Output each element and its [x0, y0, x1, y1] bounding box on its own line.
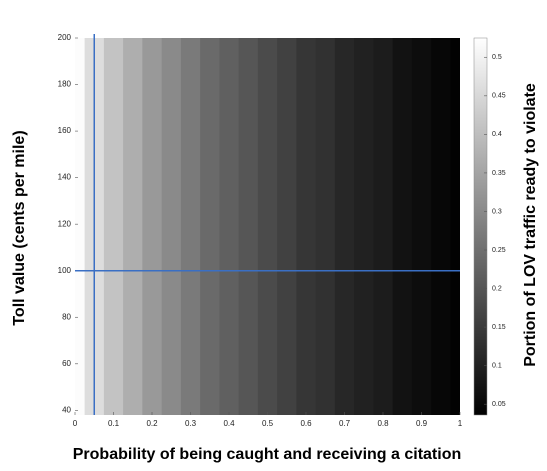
- colorbar: [473, 37, 488, 416]
- x-tick-label: 0.8: [377, 419, 389, 428]
- heat-cell: [238, 38, 259, 415]
- x-tick-label: 0: [73, 419, 78, 428]
- heat-cell: [450, 38, 460, 415]
- colorbar-tick-label: 0.3: [492, 208, 502, 215]
- x-axis-label: Probability of being caught and receivin…: [73, 446, 462, 463]
- x-tick-label: 0.4: [223, 419, 235, 428]
- x-tick-label: 0.6: [300, 419, 312, 428]
- heat-cell: [75, 38, 86, 415]
- y-tick-label: 140: [58, 173, 72, 182]
- y-tick-label: 180: [58, 80, 72, 89]
- x-tick-label: 0.9: [416, 419, 428, 428]
- colorbar-tick-label: 0.15: [492, 324, 506, 331]
- heat-cell: [354, 38, 374, 415]
- heat-cell: [200, 38, 220, 415]
- x-tick-label: 0.5: [262, 419, 274, 428]
- colorbar-tick-label: 0.35: [492, 170, 506, 177]
- x-tick-label: 0.2: [146, 419, 158, 428]
- colorbar-tick-label: 0.2: [492, 285, 502, 292]
- heat-cell: [123, 38, 143, 415]
- y-tick-label: 40: [62, 405, 71, 414]
- y-tick-label: 200: [58, 33, 72, 42]
- heatmap: [75, 38, 460, 415]
- x-tick-label: 0.1: [108, 419, 120, 428]
- heat-cell: [161, 38, 182, 415]
- heat-cell: [315, 38, 336, 415]
- heat-cell: [180, 38, 201, 415]
- y-axis-label: Toll value (cents per mile): [11, 130, 28, 325]
- colorbar-tick-label: 0.45: [492, 93, 506, 100]
- heat-cell: [411, 38, 432, 415]
- heat-cell: [373, 38, 394, 415]
- y-tick-label: 100: [58, 266, 72, 275]
- colorbar-tick-label: 0.25: [492, 247, 506, 254]
- heat-cell: [334, 38, 355, 415]
- x-tick-label: 0.7: [339, 419, 351, 428]
- x-tick-label: 1: [458, 419, 463, 428]
- y-tick-label: 120: [58, 219, 72, 228]
- y-tick-label: 60: [62, 359, 71, 368]
- colorbar-tick-label: 0.05: [492, 401, 506, 408]
- colorbar-tick-label: 0.5: [492, 54, 502, 61]
- heat-cell: [277, 38, 297, 415]
- colorbar-tick-label: 0.4: [492, 131, 502, 138]
- heat-cell: [103, 38, 124, 415]
- heat-cell: [257, 38, 278, 415]
- x-tick-label: 0.3: [185, 419, 197, 428]
- colorbar-label: Portion of LOV traffic ready to violate: [522, 83, 539, 367]
- heat-cell: [142, 38, 163, 415]
- y-tick-label: 160: [58, 126, 72, 135]
- heat-cell: [219, 38, 240, 415]
- y-tick-label: 80: [62, 312, 71, 321]
- colorbar-tick-label: 0.1: [492, 363, 502, 370]
- heat-cell: [431, 38, 451, 415]
- heat-cell: [392, 38, 413, 415]
- heat-cell: [296, 38, 317, 415]
